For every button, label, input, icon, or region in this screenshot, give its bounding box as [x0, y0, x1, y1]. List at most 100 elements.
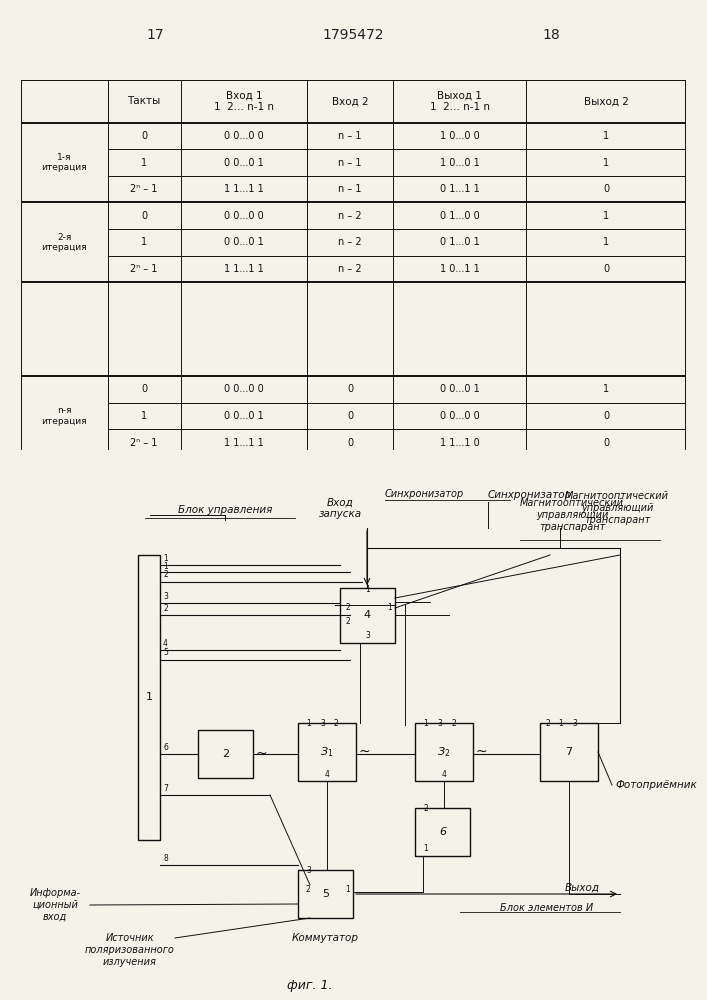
- Text: 1795472: 1795472: [323, 28, 384, 42]
- Text: 18: 18: [542, 28, 561, 42]
- Text: 2: 2: [345, 603, 350, 612]
- Text: 1: 1: [365, 585, 370, 594]
- Text: 1: 1: [423, 719, 428, 728]
- Bar: [138, 555, 160, 840]
- Text: 0 1...0 0: 0 1...0 0: [440, 211, 480, 221]
- Text: Вход
запуска: Вход запуска: [318, 497, 361, 519]
- Text: 1: 1: [141, 158, 147, 168]
- Text: $З_2$: $З_2$: [438, 745, 450, 759]
- Text: 3: 3: [365, 631, 370, 640]
- Text: 0: 0: [141, 131, 147, 141]
- Text: ~: ~: [358, 745, 370, 759]
- Text: n – 2: n – 2: [339, 211, 362, 221]
- Text: Коммутатор: Коммутатор: [291, 933, 358, 943]
- Text: 0 0...0 1: 0 0...0 1: [224, 411, 264, 421]
- Text: Вход 2: Вход 2: [332, 96, 368, 106]
- Text: 0 0...0 1: 0 0...0 1: [440, 384, 480, 394]
- Text: 1-я
итерация: 1-я итерация: [42, 153, 87, 172]
- Bar: [415, 808, 470, 856]
- Text: 3: 3: [320, 719, 325, 728]
- Text: 3: 3: [437, 719, 442, 728]
- Text: n – 2: n – 2: [339, 237, 362, 247]
- Text: 17: 17: [147, 28, 164, 42]
- Text: Выход 1
1  2... n-1 n: Выход 1 1 2... n-1 n: [430, 90, 490, 112]
- Text: 0: 0: [141, 211, 147, 221]
- Text: Такты: Такты: [127, 96, 160, 106]
- Text: 1: 1: [146, 692, 153, 702]
- Text: 1 1...1 1: 1 1...1 1: [224, 438, 264, 448]
- Text: 1: 1: [163, 562, 168, 571]
- Text: 1: 1: [163, 554, 168, 563]
- Text: 3: 3: [572, 719, 577, 728]
- Text: 2ⁿ – 1: 2ⁿ – 1: [131, 264, 158, 274]
- Text: 1: 1: [387, 603, 392, 612]
- Text: ~: ~: [255, 747, 267, 761]
- Text: Синхронизатор: Синхронизатор: [385, 489, 464, 499]
- Text: 6: 6: [439, 827, 446, 837]
- Text: 1: 1: [603, 158, 609, 168]
- Text: n – 1: n – 1: [339, 131, 362, 141]
- Text: 0 0...0 0: 0 0...0 0: [224, 211, 264, 221]
- Text: 0 0...0 0: 0 0...0 0: [224, 384, 264, 394]
- Text: 1: 1: [558, 719, 563, 728]
- Bar: [198, 730, 253, 778]
- Text: Выход 2: Выход 2: [583, 96, 629, 106]
- Text: 5: 5: [322, 889, 329, 899]
- Text: 5: 5: [163, 648, 168, 657]
- Text: 2: 2: [345, 617, 350, 626]
- Text: n-я
итерация: n-я итерация: [42, 406, 87, 426]
- Text: 2: 2: [306, 885, 311, 894]
- Text: 4: 4: [325, 770, 329, 779]
- Text: 0: 0: [603, 438, 609, 448]
- Text: 1 0...0 0: 1 0...0 0: [440, 131, 480, 141]
- Bar: [415, 723, 473, 781]
- Text: 4: 4: [364, 610, 371, 620]
- Text: 2ⁿ – 1: 2ⁿ – 1: [131, 438, 158, 448]
- Text: 2: 2: [163, 570, 168, 579]
- Text: 0: 0: [347, 411, 354, 421]
- Text: 0 1...1 1: 0 1...1 1: [440, 184, 480, 194]
- Text: 1: 1: [603, 237, 609, 247]
- Text: 1: 1: [603, 211, 609, 221]
- Text: 2-я
итерация: 2-я итерация: [42, 233, 87, 252]
- Text: Синхронизатор: Синхронизатор: [488, 490, 572, 500]
- Bar: [298, 723, 356, 781]
- Text: 0 0...0 0: 0 0...0 0: [440, 411, 480, 421]
- Text: 6: 6: [163, 743, 168, 752]
- Text: Выход: Выход: [565, 883, 600, 893]
- Text: 0: 0: [603, 411, 609, 421]
- Text: ~: ~: [475, 745, 487, 759]
- Text: 0 0...0 0: 0 0...0 0: [224, 131, 264, 141]
- Text: 2ⁿ – 1: 2ⁿ – 1: [131, 184, 158, 194]
- Bar: [540, 723, 598, 781]
- Text: 1: 1: [141, 411, 147, 421]
- Bar: [340, 588, 395, 643]
- Text: Блок управления: Блок управления: [178, 505, 272, 515]
- Text: Фотоприёмник: Фотоприёмник: [615, 780, 697, 790]
- Text: 0: 0: [603, 184, 609, 194]
- Text: 7: 7: [163, 784, 168, 793]
- Text: Информа-
ционный
вход: Информа- ционный вход: [30, 888, 81, 922]
- Text: 8: 8: [163, 854, 168, 863]
- Text: 0: 0: [141, 384, 147, 394]
- Text: 1 1...1 1: 1 1...1 1: [224, 184, 264, 194]
- Text: 0: 0: [347, 438, 354, 448]
- Text: 4: 4: [163, 639, 168, 648]
- Text: 1: 1: [423, 844, 428, 853]
- Text: 1: 1: [603, 384, 609, 394]
- Text: 2: 2: [334, 719, 339, 728]
- Text: 7: 7: [566, 747, 573, 757]
- Text: 1: 1: [345, 885, 350, 894]
- Text: n – 1: n – 1: [339, 184, 362, 194]
- Text: 0: 0: [347, 384, 354, 394]
- Text: фиг. 1.: фиг. 1.: [287, 978, 333, 992]
- Text: 1: 1: [141, 237, 147, 247]
- Text: 1 1...1 1: 1 1...1 1: [224, 264, 264, 274]
- Text: 4: 4: [442, 770, 446, 779]
- Text: Источник
поляризованного
излучения: Источник поляризованного излучения: [85, 933, 175, 967]
- Text: Магнитооптический
управляющий
транспарант: Магнитооптический управляющий транспаран…: [520, 498, 624, 532]
- Text: 0 0...0 1: 0 0...0 1: [224, 237, 264, 247]
- Text: 2: 2: [423, 804, 428, 813]
- Text: 2: 2: [222, 749, 229, 759]
- Text: 0: 0: [603, 264, 609, 274]
